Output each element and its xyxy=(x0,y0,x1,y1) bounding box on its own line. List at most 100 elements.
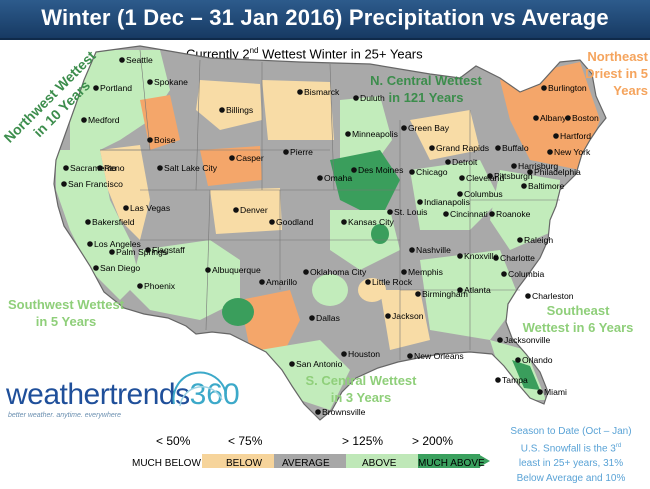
region-california-above xyxy=(56,150,140,300)
annotation-northeast-line1: Northeast xyxy=(587,49,648,64)
region-arkansas-below xyxy=(358,278,386,302)
city-dot-green-bay xyxy=(401,125,407,131)
city-dot-detroit xyxy=(445,159,451,165)
snowfall-note-line3: least in 25+ years, 31% xyxy=(518,458,624,470)
city-label-miami: Miami xyxy=(544,387,567,397)
city-dot-brownsville xyxy=(315,409,321,415)
city-dot-bismarck xyxy=(297,89,303,95)
region-montana-below xyxy=(196,80,262,130)
weathertrends-logo: weathertrends360 better weather. anytime… xyxy=(6,371,240,419)
city-dot-san-antonio xyxy=(289,361,295,367)
city-dot-tampa xyxy=(495,377,501,383)
annotation-northeast: Northeast Driest in 5 Years xyxy=(548,48,648,99)
city-dot-houston xyxy=(341,351,347,357)
city-dot-pierre xyxy=(283,149,289,155)
city-dot-buffalo xyxy=(495,145,501,151)
city-dot-duluth xyxy=(353,95,359,101)
precipitation-regions xyxy=(54,46,606,420)
city-label-grand-rapids: Grand Rapids xyxy=(436,143,489,153)
region-wyoming-below xyxy=(200,146,262,186)
legend-label-much-above: MUCH ABOVE xyxy=(418,458,485,469)
city-label-columbus: Columbus xyxy=(464,189,503,199)
logo-tagline: better weather. anytime. everywhere xyxy=(8,412,121,419)
snowfall-note-ordinal: rd xyxy=(615,443,622,449)
region-oklahoma-above xyxy=(312,274,348,306)
city-dot-seattle xyxy=(119,57,125,63)
city-label-jacksonville: Jacksonville xyxy=(504,335,551,345)
city-label-st-louis: St. Louis xyxy=(394,207,427,217)
city-dot-jackson xyxy=(385,313,391,319)
city-dot-sacramento xyxy=(63,165,69,171)
city-label-jackson: Jackson xyxy=(392,311,424,321)
city-dot-phoenix xyxy=(137,283,143,289)
city-label-raleigh: Raleigh xyxy=(524,235,553,245)
region-idaho-below xyxy=(140,95,180,150)
city-dot-kansas-city xyxy=(341,219,347,225)
city-label-tampa: Tampa xyxy=(502,375,528,385)
region-great-lakes-below xyxy=(410,110,480,160)
city-label-pittsburgh: Pittsburgh xyxy=(494,171,533,181)
region-iowa-much-above xyxy=(330,150,400,220)
city-dot-hartford xyxy=(553,133,559,139)
snowfall-note-line1: Season to Date (Oct – Jan) xyxy=(510,426,632,437)
city-label-columbia: Columbia xyxy=(508,269,545,279)
city-label-bakersfield: Bakersfield xyxy=(92,217,135,227)
city-dot-albany xyxy=(533,115,539,121)
region-st-louis-much-above xyxy=(371,224,389,244)
city-dot-grand-rapids xyxy=(429,145,435,151)
legend-threshold-125: > 125% xyxy=(342,434,384,448)
region-ohio-valley-above xyxy=(410,160,500,230)
city-dot-charlotte xyxy=(493,255,499,261)
annotation-southeast-line1: Southeast xyxy=(546,303,610,318)
city-dot-casper xyxy=(229,155,235,161)
region-dakotas-below xyxy=(262,80,334,140)
legend-swatch-above xyxy=(346,454,418,468)
snowfall-note-line2: U.S. Snowfall is the 3rd xyxy=(492,439,650,456)
city-label-pierre: Pierre xyxy=(290,147,313,157)
city-label-minneapolis: Minneapolis xyxy=(352,129,398,139)
city-label-knoxville: Knoxville xyxy=(464,251,499,261)
city-label-chicago: Chicago xyxy=(416,167,448,177)
city-label-cleveland: Cleveland xyxy=(466,173,504,183)
legend-label-much-below: MUCH BELOW xyxy=(132,458,201,469)
annotation-northeast-line2: Driest in 5 Years xyxy=(585,66,648,98)
city-label-houston: Houston xyxy=(348,349,380,359)
annotation-south-central: S. Central Wettest in 3 Years xyxy=(296,372,426,406)
city-dot-baltimore xyxy=(521,183,527,189)
annotation-north-central: N. Central Wettest in 121 Years xyxy=(356,72,496,106)
city-dot-philadelphia xyxy=(527,169,533,175)
legend-threshold-75: < 75% xyxy=(228,434,263,448)
subtitle-suffix: Wettest Winter in 25+ Years xyxy=(258,46,423,62)
annotation-southwest: Southwest Wettest in 5 Years xyxy=(0,296,132,330)
city-dot-birmingham xyxy=(415,291,421,297)
state-borders xyxy=(100,49,560,360)
city-dot-jacksonville xyxy=(497,337,503,343)
city-label-bismarck: Bismarck xyxy=(304,87,340,97)
region-gulf-below xyxy=(380,290,430,350)
legend-swatch-below xyxy=(202,454,274,468)
city-dot-billings xyxy=(219,107,225,113)
city-dot-orlando xyxy=(515,357,521,363)
city-label-orlando: Orlando xyxy=(522,355,553,365)
city-dot-st-louis xyxy=(387,209,393,215)
city-label-spokane: Spokane xyxy=(154,77,188,87)
legend-label-average: AVERAGE xyxy=(282,458,330,469)
city-dot-oklahoma-city xyxy=(303,269,309,275)
legend-label-above: ABOVE xyxy=(362,458,397,469)
city-label-indianapolis: Indianapolis xyxy=(424,197,470,207)
city-label-denver: Denver xyxy=(240,205,268,215)
city-dot-pittsburgh xyxy=(487,173,493,179)
city-dot-new-orleans xyxy=(407,353,413,359)
city-dot-boise xyxy=(147,137,153,143)
city-dot-knoxville xyxy=(457,253,463,259)
city-dot-reno xyxy=(97,165,103,171)
city-dot-harrisburg xyxy=(511,163,517,169)
region-texas-below xyxy=(240,290,300,360)
city-dot-goodland xyxy=(269,219,275,225)
city-label-las-vegas: Las Vegas xyxy=(130,203,170,213)
city-label-charleston: Charleston xyxy=(532,291,574,301)
city-dot-new-york xyxy=(547,149,553,155)
snowfall-note-line2-text: U.S. Snowfall is the 3 xyxy=(520,443,616,455)
city-label-casper: Casper xyxy=(236,153,264,163)
city-label-new-york: New York xyxy=(554,147,591,157)
